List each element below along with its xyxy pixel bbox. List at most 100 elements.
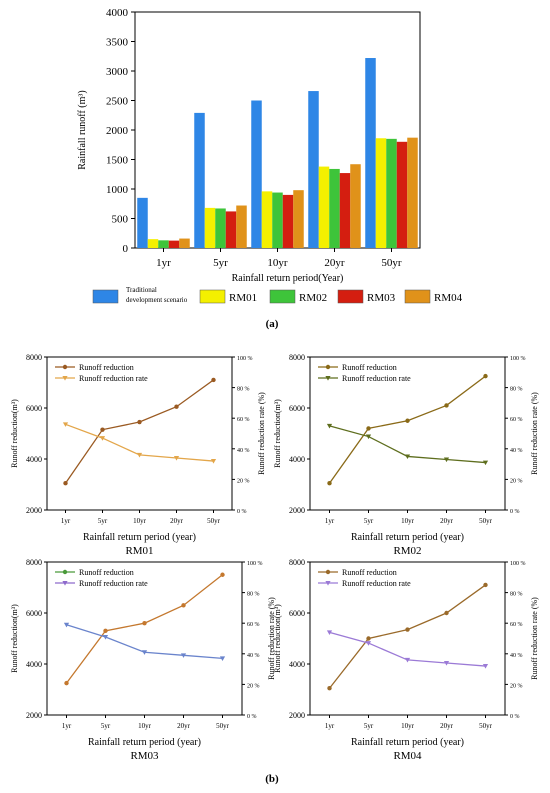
x-axis-label: Rainfall return period(Year): [232, 273, 344, 284]
y-tick-label: 4000: [26, 660, 42, 669]
y-tick-label: 3500: [106, 37, 129, 49]
series-point-0-4: [220, 572, 225, 577]
y2-tick-label: 40 %: [237, 448, 250, 454]
figure-label-b: (b): [265, 773, 279, 785]
y-tick-label: 1500: [106, 155, 129, 167]
y-tick-label: 3000: [106, 66, 129, 78]
y-tick-label: 0: [123, 243, 129, 255]
y2-tick-label: 60 %: [237, 417, 250, 423]
y2-tick-label: 100 %: [510, 561, 526, 567]
legend-label-0: Runoff reduction: [342, 568, 397, 577]
y2-tick-label: 20 %: [510, 683, 523, 689]
y2-tick-label: 100 %: [247, 561, 263, 567]
series-point-0-2: [137, 419, 142, 425]
legend-label-1: Runoff reduction rate: [79, 579, 148, 588]
legend-marker-1: [62, 581, 68, 586]
x-tick-label: 5yr: [101, 722, 111, 730]
legend-swatch-1: [199, 289, 226, 304]
y2-tick-label: 40 %: [510, 653, 523, 659]
x-tick-label: 10yr: [138, 722, 152, 730]
series-point-0-2: [405, 627, 410, 632]
bar-rm02-10yr: [272, 192, 283, 248]
chart-caption: RM01: [125, 545, 153, 557]
chart-caption: RM03: [130, 750, 159, 762]
series-point-0-3: [444, 403, 449, 408]
legend-label-1: Runoff reduction rate: [342, 579, 411, 588]
bar-rm01-20yr: [318, 166, 330, 248]
x-tick-label: 20yr: [440, 722, 454, 730]
legend-marker-1: [325, 581, 331, 586]
series-point-0-4: [483, 582, 488, 588]
bar-rm02-5yr: [215, 208, 226, 248]
series-point-1-4: [219, 656, 226, 661]
line-chart-rm03: 2000 4000 6000 8000 0 % 20 % 40 % 60 % 80 % 100 %…: [10, 558, 276, 762]
series-point-1-2: [141, 650, 148, 655]
bar-rm02-1yr: [158, 240, 169, 248]
line-chart-rm04: 2000 4000 6000 8000 0 % 20 % 40 % 60 % 80 % 100 %…: [273, 558, 539, 762]
bar-rm01-1yr: [147, 239, 159, 248]
series-point-0-0: [327, 481, 332, 486]
y-axis-label: Runoff reduction(m³): [10, 399, 19, 468]
y2-tick-label: 100 %: [510, 356, 526, 362]
y-tick-label: 8000: [289, 558, 305, 567]
bar-chart-legend: Traditional development scenario RM01 RM02 R…: [92, 286, 463, 304]
series-point-1-2: [404, 657, 411, 663]
legend-label-line-1: Traditional: [126, 286, 157, 294]
y-axis-label: Runoff reduction(m³): [10, 604, 19, 673]
series-point-0-0: [63, 481, 68, 486]
legend-label-rm02: RM02: [299, 292, 327, 304]
y2-tick-label: 100 %: [237, 356, 253, 362]
series-point-1-0: [326, 423, 333, 429]
y2-tick-label: 80 %: [247, 592, 260, 598]
x-axis-label: Rainfall return period (year): [351, 532, 464, 543]
series-point-0-1: [103, 628, 108, 634]
series-point-1-3: [443, 660, 450, 666]
bar-chart-rainfall-runoff: 0 500 1000 1500 2000 2500 3000 3500 4000 1yr 5yr 10…: [77, 7, 421, 284]
x-axis-label: Rainfall return period (year): [83, 532, 196, 543]
y-tick-label: 6000: [289, 404, 305, 413]
bar-rm04-1yr: [179, 238, 190, 248]
x-tick-label: 5yr: [364, 722, 374, 730]
x-tick-label: 20yr: [440, 517, 454, 525]
y2-tick-label: 20 %: [247, 683, 260, 689]
series-point-1-0: [63, 622, 70, 628]
y2-axis-label: Runoff reduction rate (%): [257, 392, 266, 475]
y-tick-label: 6000: [26, 609, 42, 618]
legend-label-0: Runoff reduction: [342, 363, 397, 372]
legend-swatch-2: [269, 289, 296, 304]
x-tick-label: 5yr: [98, 517, 108, 525]
y2-tick-label: 80 %: [510, 592, 523, 598]
series-point-0-1: [100, 427, 105, 432]
y2-tick-label: 0 %: [247, 714, 257, 720]
series-point-1-1: [365, 641, 372, 646]
x-tick-label: 20yr: [324, 257, 345, 269]
y-axis-label: Runoff reduction(m³): [273, 399, 282, 468]
bar-rm01-10yr: [261, 191, 273, 248]
series-point-1-4: [482, 664, 489, 669]
bar-rm04-10yr: [293, 190, 304, 248]
y-tick-label: 2000: [26, 711, 42, 720]
bar-rm01-50yr: [375, 138, 387, 248]
series-point-1-0: [326, 630, 333, 635]
y2-tick-label: 40 %: [247, 653, 260, 659]
legend-marker-0: [325, 569, 331, 575]
y-tick-label: 8000: [289, 353, 305, 362]
y2-tick-label: 0 %: [510, 714, 520, 720]
y-tick-label: 4000: [289, 660, 305, 669]
x-tick-label: 1yr: [156, 257, 171, 269]
legend-label-line-2: development scenario: [126, 296, 188, 304]
bar-traditional-development-scenario-10yr: [251, 100, 262, 248]
legend-marker-1: [62, 376, 68, 381]
y2-tick-label: 80 %: [510, 387, 523, 393]
legend-label-0: Runoff reduction: [79, 363, 134, 372]
x-tick-label: 5yr: [213, 257, 228, 269]
y-tick-label: 2000: [289, 506, 305, 515]
series-point-1-1: [365, 434, 372, 440]
x-tick-label: 1yr: [61, 517, 71, 525]
legend-marker-0: [325, 364, 331, 370]
series-point-1-0: [62, 422, 69, 427]
series-line-0: [64, 379, 214, 484]
legend-marker-0: [62, 569, 68, 575]
y-axis-label: Runoff reduction(m³): [273, 604, 282, 673]
